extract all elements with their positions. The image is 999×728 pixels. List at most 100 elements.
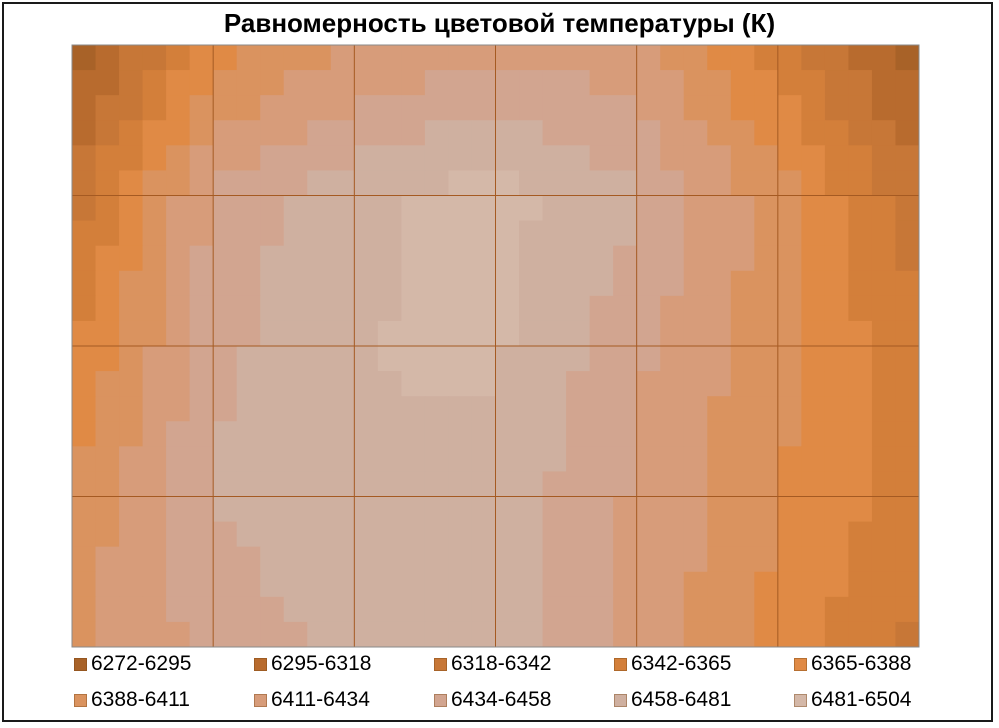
heatmap-cell <box>377 270 402 297</box>
heatmap-cell <box>730 170 755 197</box>
heatmap-cell <box>566 145 591 172</box>
heatmap-cell <box>660 396 685 422</box>
heatmap-cell <box>448 621 473 647</box>
heatmap-cell <box>495 145 520 172</box>
heatmap-cell <box>613 195 638 222</box>
heatmap-cell <box>707 295 732 322</box>
heatmap-cell <box>519 521 544 548</box>
heatmap-cell <box>307 421 332 447</box>
heatmap-cell <box>236 45 261 71</box>
heatmap-cell <box>519 195 544 222</box>
heatmap-cell <box>283 320 308 347</box>
heatmap-cell <box>613 45 638 71</box>
heatmap-cell <box>754 471 779 498</box>
heatmap-cell <box>613 621 638 647</box>
heatmap-cell <box>730 70 755 96</box>
heatmap-cell <box>589 596 614 623</box>
heatmap-cell <box>354 145 379 172</box>
heatmap-cell <box>589 471 614 498</box>
heatmap-cell <box>307 621 332 647</box>
heatmap-cell <box>754 170 779 197</box>
heatmap-cell <box>307 371 332 397</box>
heatmap-cell <box>283 220 308 247</box>
heatmap-cell <box>213 120 238 146</box>
heatmap-cell <box>636 120 661 146</box>
heatmap-cell <box>730 145 755 172</box>
heatmap-cell <box>354 245 379 272</box>
heatmap-cell <box>72 220 97 247</box>
heatmap-cell <box>354 195 379 222</box>
heatmap-cell <box>519 320 544 347</box>
heatmap-cell <box>895 145 919 172</box>
heatmap-cell <box>283 70 308 96</box>
heatmap-cell <box>754 95 779 121</box>
heatmap-cell <box>448 546 473 573</box>
heatmap-cell <box>824 45 850 71</box>
heatmap-cell <box>260 295 285 322</box>
heatmap-cell <box>307 270 332 297</box>
heatmap-cell <box>777 220 802 247</box>
heatmap-cell <box>754 421 779 447</box>
heatmap-cell <box>519 295 544 322</box>
heatmap-cell <box>824 521 850 548</box>
heatmap-cell <box>354 95 379 121</box>
heatmap-cell <box>848 70 873 96</box>
heatmap-cell <box>707 70 732 96</box>
heatmap-cell <box>777 195 802 222</box>
heatmap-cell <box>824 471 850 498</box>
heatmap-cell <box>72 346 97 372</box>
heatmap-cell <box>166 596 191 623</box>
heatmap-cell <box>566 70 591 96</box>
legend-item: 6295-6318 <box>254 652 371 676</box>
heatmap-cell <box>542 571 567 598</box>
heatmap-cell <box>589 70 614 96</box>
heatmap-cell <box>260 95 285 121</box>
heatmap-cell <box>95 521 120 548</box>
heatmap-cell <box>871 70 897 96</box>
heatmap-cell <box>424 245 450 272</box>
heatmap-cell <box>660 220 685 247</box>
heatmap-cell <box>895 496 919 523</box>
heatmap-cell <box>72 45 97 71</box>
heatmap-cell <box>448 596 473 623</box>
heatmap-cell <box>213 295 238 322</box>
heatmap-cell <box>495 346 520 372</box>
heatmap-cell <box>495 396 520 422</box>
heatmap-cell <box>707 371 732 397</box>
heatmap-cell <box>377 120 402 146</box>
heatmap-cell <box>660 496 685 523</box>
heatmap-cell <box>424 571 450 598</box>
heatmap-cell <box>848 170 873 197</box>
legend-swatch <box>74 657 87 671</box>
heatmap-cell <box>330 220 355 247</box>
heatmap-cell <box>495 70 520 96</box>
heatmap-cell <box>754 270 779 297</box>
heatmap-cell <box>801 245 826 272</box>
heatmap-cell <box>260 70 285 96</box>
heatmap-cell <box>119 371 144 397</box>
heatmap-cell <box>377 195 402 222</box>
heatmap-cell <box>777 295 802 322</box>
heatmap-cell <box>801 120 826 146</box>
heatmap-cell <box>189 245 214 272</box>
heatmap-cell <box>824 70 850 96</box>
heatmap-cell <box>213 245 238 272</box>
heatmap-cell <box>236 346 261 372</box>
heatmap-cell <box>660 270 685 297</box>
heatmap-cell <box>424 295 450 322</box>
heatmap-cell <box>142 571 167 598</box>
heatmap-cell <box>824 396 850 422</box>
heatmap-cell <box>801 145 826 172</box>
heatmap-cell <box>213 145 238 172</box>
heatmap-cell <box>730 95 755 121</box>
heatmap-cell <box>777 170 802 197</box>
heatmap-cell <box>566 471 591 498</box>
heatmap-cell <box>660 70 685 96</box>
heatmap-cell <box>754 571 779 598</box>
heatmap-cell <box>519 145 544 172</box>
heatmap-cell <box>189 396 214 422</box>
heatmap-cell <box>495 220 520 247</box>
heatmap-cell <box>401 621 426 647</box>
legend-item: 6434-6458 <box>434 688 551 712</box>
heatmap-cell <box>330 346 355 372</box>
